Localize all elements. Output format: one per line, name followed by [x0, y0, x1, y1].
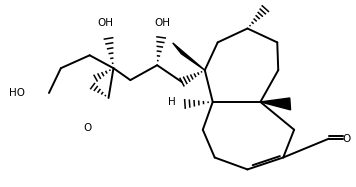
Polygon shape	[260, 98, 290, 110]
Text: O: O	[84, 123, 92, 133]
Text: OH: OH	[154, 18, 170, 27]
Polygon shape	[173, 43, 205, 70]
Text: HO: HO	[9, 88, 25, 98]
Text: O: O	[343, 134, 351, 144]
Text: H: H	[168, 97, 176, 107]
Text: OH: OH	[98, 18, 114, 27]
